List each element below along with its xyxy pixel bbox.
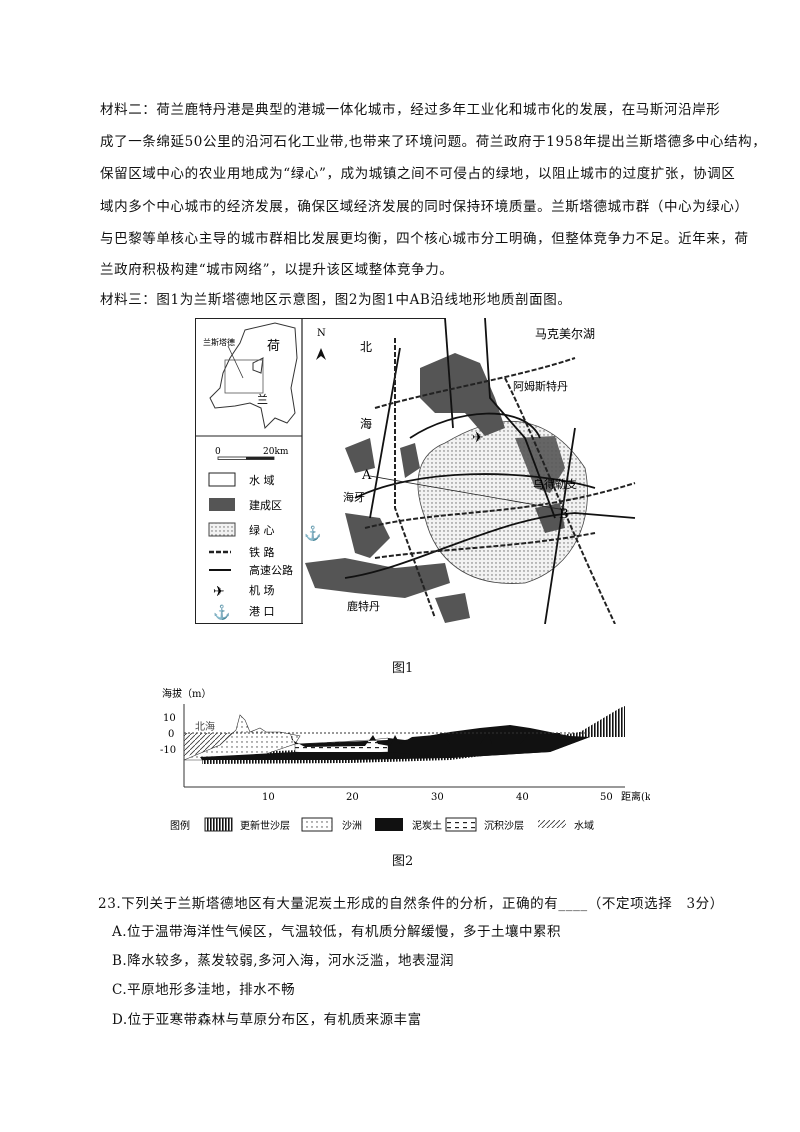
map-legend: 水 域 建成区 绿 心 铁 路 高速公路 ✈ 机 场 ⚓ 港 口: [208, 472, 293, 621]
svg-text:港 口: 港 口: [249, 605, 275, 618]
svg-text:泥炭土: 泥炭土: [412, 819, 442, 832]
figure2-profile: 海拔（m） 10 0 -10 10 20 30 40 50 距离(km) 北海 …: [160, 687, 650, 832]
text-line: 域内多个中心城市的经济发展，确保区域经济发展的同时保持环境质量。兰斯塔德城市群（…: [100, 199, 749, 215]
option-d: D.位于亚寒带森林与草原分布区，有机质来源丰富: [112, 1012, 422, 1028]
svg-text:海牙: 海牙: [343, 490, 365, 504]
inset-map: 兰斯塔德 荷 兰: [203, 322, 298, 430]
figure1-map: 兰斯塔德 荷 兰 0 20km 水 域 建成区 绿 心 铁 路 高速公路 ✈ 机…: [195, 318, 637, 624]
svg-text:沉积沙层: 沉积沙层: [484, 819, 524, 832]
inset-label-lan: 兰: [257, 393, 268, 406]
text-line: 材料二：荷兰鹿特丹港是典型的港城一体化城市，经过多年工业化和城市化的发展，在马斯…: [100, 102, 721, 118]
svg-text:绿 心: 绿 心: [249, 523, 275, 537]
svg-text:乌得勒支: 乌得勒支: [533, 477, 577, 491]
svg-text:更新世沙层: 更新世沙层: [240, 819, 290, 832]
figure1-caption: 图1: [392, 661, 414, 676]
svg-text:机 场: 机 场: [249, 583, 275, 597]
airport-icon: ✈: [213, 584, 225, 600]
svg-text:10: 10: [163, 713, 176, 724]
svg-text:海拔（m）: 海拔（m）: [162, 687, 211, 700]
question-stem: 23.下列关于兰斯塔德地区有大量泥炭土形成的自然条件的分析，正确的有____（不…: [98, 896, 724, 912]
svg-text:40: 40: [516, 792, 529, 803]
svg-text:0: 0: [168, 729, 174, 740]
option-b: B.降水较多，蒸发较弱,多河入海，河水泛滥，地表湿润: [112, 953, 455, 969]
text-line: 兰政府积极构建“城市网络”，以提升该区域整体竞争力。: [100, 262, 454, 278]
inset-label-randstad: 兰斯塔德: [203, 337, 235, 347]
svg-text:距离(km): 距离(km): [621, 790, 650, 803]
svg-text:水域: 水域: [574, 819, 594, 832]
svg-text:-10: -10: [160, 745, 176, 756]
svg-text:沙洲: 沙洲: [342, 820, 362, 832]
svg-text:50: 50: [600, 792, 613, 803]
inset-label-he: 荷: [267, 339, 280, 354]
svg-text:铁 路: 铁 路: [249, 546, 275, 559]
svg-text:阿姆斯特丹: 阿姆斯特丹: [513, 379, 568, 393]
svg-text:建成区: 建成区: [249, 498, 282, 512]
svg-text:鹿特丹: 鹿特丹: [347, 599, 380, 613]
text-line: 成了一条绵延50公里的沿河石化工业带,也带来了环境问题。荷兰政府于1958年提出…: [100, 134, 767, 150]
profile-legend: 图例 更新世沙层 沙洲 泥炭土 沉积沙层 水域: [170, 817, 594, 832]
svg-text:B: B: [559, 507, 569, 522]
text-line: 保留区域中心的农业用地成为“绿心”，成为城镇之间不可侵占的绿地，以阻止城市的过度…: [100, 166, 736, 182]
svg-text:海: 海: [360, 416, 372, 431]
svg-text:0: 0: [215, 447, 221, 457]
svg-text:北: 北: [360, 340, 372, 354]
main-map: N 马克美尔湖 北 海 阿姆斯特丹 海牙 乌得勒支 鹿特丹 A B ✈ ⚓: [303, 318, 637, 624]
material-3: 材料三：图1为兰斯塔德地区示意图，图2为图1中AB沿线地形地质剖面图。: [100, 292, 572, 308]
svg-text:10: 10: [262, 792, 275, 803]
svg-text:图例: 图例: [170, 819, 190, 832]
port-icon: ⚓: [304, 525, 321, 542]
svg-text:A: A: [361, 468, 372, 483]
svg-text:高速公路: 高速公路: [249, 563, 293, 577]
svg-text:马克美尔湖: 马克美尔湖: [535, 326, 595, 341]
option-a: A.位于温带海洋性气候区，气温较低，有机质分解缓慢，多于土壤中累积: [112, 924, 562, 940]
anchor-icon: ⚓: [213, 604, 230, 621]
scale-bar: 0 20km: [215, 447, 289, 460]
text-line: 与巴黎等单核心主导的城市群相比发展更均衡，四个核心城市分工明确，但整体竞争力不足…: [100, 231, 749, 247]
option-c: C.平原地形多洼地，排水不畅: [112, 982, 296, 998]
figure2-caption: 图2: [392, 854, 414, 869]
svg-text:30: 30: [431, 792, 444, 803]
north-arrow: N: [317, 328, 326, 339]
svg-text:北海: 北海: [195, 720, 215, 733]
svg-text:20km: 20km: [263, 447, 289, 457]
svg-text:水 域: 水 域: [249, 474, 275, 487]
airport-icon: ✈: [472, 430, 484, 446]
svg-text:20: 20: [346, 792, 359, 803]
